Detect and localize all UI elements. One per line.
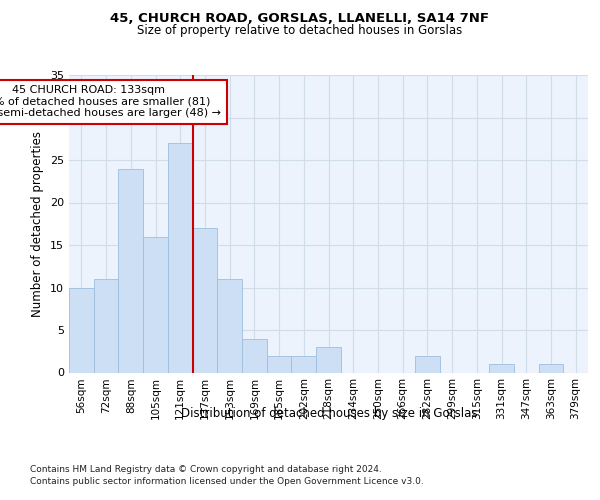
Bar <box>168 143 193 372</box>
Text: 45, CHURCH ROAD, GORSLAS, LLANELLI, SA14 7NF: 45, CHURCH ROAD, GORSLAS, LLANELLI, SA14… <box>110 12 490 26</box>
Bar <box>415 356 440 372</box>
Bar <box>539 364 563 372</box>
Bar <box>242 338 267 372</box>
Bar <box>316 347 341 372</box>
Bar <box>489 364 514 372</box>
Bar <box>217 279 242 372</box>
Text: Size of property relative to detached houses in Gorslas: Size of property relative to detached ho… <box>137 24 463 37</box>
Bar <box>69 288 94 372</box>
Text: Contains public sector information licensed under the Open Government Licence v3: Contains public sector information licen… <box>30 478 424 486</box>
Bar <box>94 279 118 372</box>
Text: Contains HM Land Registry data © Crown copyright and database right 2024.: Contains HM Land Registry data © Crown c… <box>30 465 382 474</box>
Bar <box>292 356 316 372</box>
Bar <box>193 228 217 372</box>
Bar <box>118 168 143 372</box>
Bar <box>143 236 168 372</box>
Y-axis label: Number of detached properties: Number of detached properties <box>31 130 44 317</box>
Text: 45 CHURCH ROAD: 133sqm
← 63% of detached houses are smaller (81)
37% of semi-det: 45 CHURCH ROAD: 133sqm ← 63% of detached… <box>0 85 221 118</box>
Bar <box>267 356 292 372</box>
Text: Distribution of detached houses by size in Gorslas: Distribution of detached houses by size … <box>181 408 477 420</box>
